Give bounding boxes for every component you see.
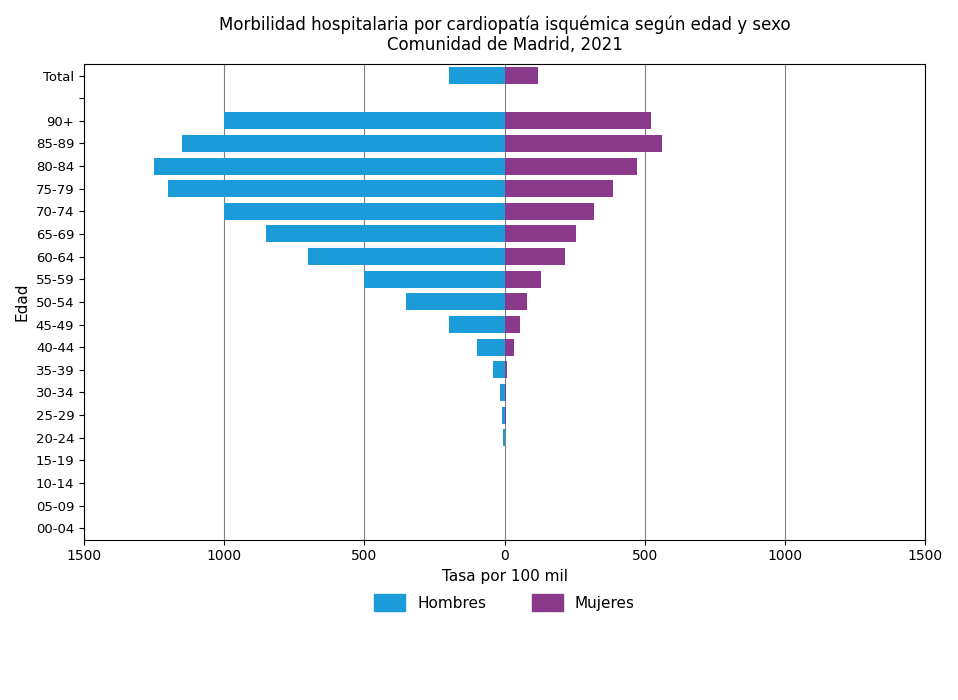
Bar [505, 293, 527, 310]
Y-axis label: Edad: Edad [15, 283, 30, 321]
Bar [500, 384, 505, 401]
Bar [503, 429, 505, 446]
Bar [505, 67, 538, 84]
Bar [168, 180, 505, 197]
Bar [406, 293, 505, 310]
Bar [182, 135, 505, 152]
Bar [502, 407, 505, 424]
Bar [505, 203, 594, 220]
Bar [505, 271, 541, 288]
Bar [448, 67, 505, 84]
Bar [477, 339, 505, 356]
Bar [505, 180, 613, 197]
Bar [505, 339, 514, 356]
Bar [448, 316, 505, 333]
Legend: Hombres, Mujeres: Hombres, Mujeres [369, 588, 641, 617]
Bar [505, 361, 508, 378]
Bar [505, 112, 650, 130]
Bar [266, 225, 505, 242]
Bar [505, 248, 565, 265]
Bar [505, 225, 576, 242]
Bar [493, 361, 505, 378]
Bar [224, 112, 505, 130]
Bar [224, 203, 505, 220]
Title: Morbilidad hospitalaria por cardiopatía isquémica según edad y sexo
Comunidad de: Morbilidad hospitalaria por cardiopatía … [218, 15, 790, 55]
Bar [505, 135, 662, 152]
Bar [154, 158, 505, 174]
Bar [308, 248, 505, 265]
Bar [505, 316, 520, 333]
Bar [364, 271, 505, 288]
Bar [505, 158, 636, 174]
X-axis label: Tasa por 100 mil: Tasa por 100 mil [442, 569, 568, 584]
Bar [505, 384, 506, 401]
